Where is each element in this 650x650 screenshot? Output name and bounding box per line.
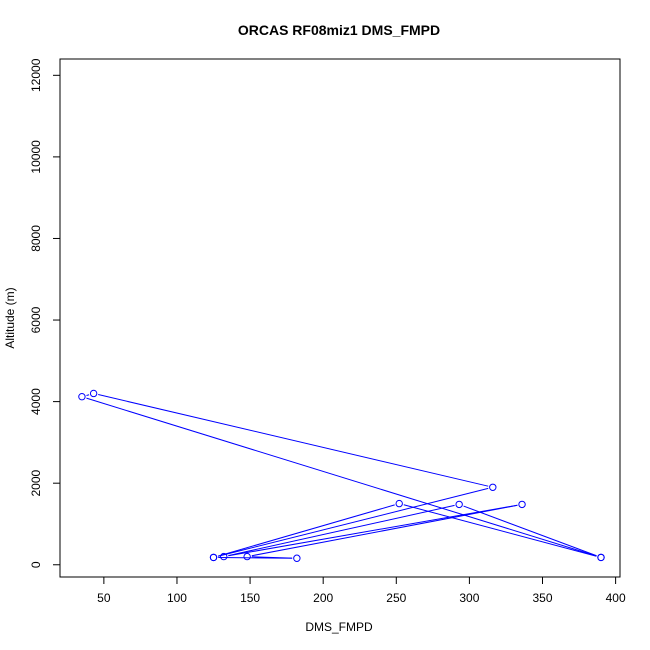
series-line-segment	[228, 504, 455, 557]
plot-area	[78, 389, 605, 562]
series-line-segment	[86, 394, 90, 396]
data-point	[455, 500, 463, 509]
y-tick-label: 12000	[29, 58, 43, 92]
x-tick-label: 400	[606, 591, 626, 605]
series-line-segment	[217, 487, 489, 557]
series-line-segment	[218, 556, 293, 559]
chart-title: ORCAS RF08miz1 DMS_FMPD	[238, 22, 440, 38]
y-axis-label: Altitude (m)	[3, 287, 17, 348]
data-point	[89, 389, 98, 398]
x-tick-label: 350	[532, 591, 552, 605]
series-line-segment	[228, 504, 518, 557]
x-tick-label: 150	[240, 591, 260, 605]
series-line-segment	[403, 504, 597, 557]
x-tick-label: 300	[459, 591, 479, 605]
data-point	[597, 553, 605, 562]
series-line-segment	[217, 504, 395, 557]
y-tick-label: 10000	[29, 140, 43, 174]
y-tick-label: 2000	[29, 470, 43, 497]
plot-frame	[59, 58, 621, 578]
x-tick-label: 250	[386, 591, 406, 605]
data-point	[293, 554, 301, 562]
data-point	[209, 553, 218, 562]
series-line-segment	[98, 394, 489, 487]
x-axis: 50 100 150 200 250 300 350 400	[97, 576, 626, 605]
y-tick-label: 6000	[29, 306, 43, 333]
x-tick-label: 200	[313, 591, 333, 605]
series-line-segment	[463, 505, 597, 557]
y-tick-label: 8000	[29, 225, 43, 252]
x-axis-label: DMS_FMPD	[305, 620, 373, 634]
series-line-segment	[251, 504, 518, 557]
y-axis: 0 2000 4000 6000 8000 10000 12000	[29, 58, 61, 568]
data-point	[518, 500, 526, 509]
data-point	[243, 552, 251, 561]
x-tick-label: 100	[167, 591, 187, 605]
data-point	[78, 393, 86, 401]
data-point	[395, 499, 403, 508]
data-point	[489, 483, 497, 491]
data-point	[220, 552, 228, 561]
y-tick-label: 0	[29, 561, 43, 568]
series-line-segment	[86, 397, 597, 557]
y-tick-label: 4000	[29, 388, 43, 415]
x-tick-label: 50	[97, 591, 111, 605]
